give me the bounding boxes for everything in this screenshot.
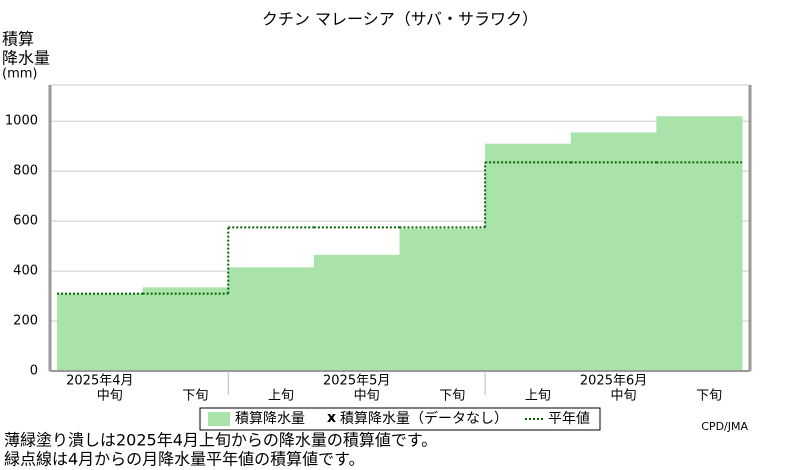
legend-label: 積算降水量	[235, 411, 305, 427]
legend-swatch	[208, 412, 230, 426]
month-label: 2025年5月	[323, 374, 390, 389]
x-tick-label: 上旬	[525, 389, 551, 404]
area-step	[656, 116, 743, 371]
y-tick-label: 0	[30, 364, 38, 379]
note: 緑点線は4月からの月降水量平年値の積算値です。	[4, 450, 365, 469]
x-tick-label: 下旬	[696, 389, 722, 404]
legend-label: 積算降水量（データなし）	[340, 410, 508, 427]
y-label: 積算	[2, 30, 34, 49]
y-label: (mm)	[2, 67, 37, 82]
x-tick-label: 下旬	[182, 389, 208, 404]
area-step	[228, 267, 315, 371]
x-tick-label: 中旬	[354, 389, 380, 404]
note: 薄緑塗り潰しは2025年4月上旬からの降水量の積算値です。	[4, 431, 437, 450]
x-tick-label: 上旬	[268, 389, 294, 404]
x-tick-label: 中旬	[97, 389, 123, 404]
area-step	[399, 228, 486, 371]
month-label: 2025年6月	[580, 374, 647, 389]
y-tick-label: 600	[13, 214, 38, 229]
chart-title: クチン マレーシア（サバ・サラワク）	[262, 10, 538, 29]
area-step	[570, 132, 657, 371]
legend-label: 平年値	[548, 411, 590, 427]
y-tick-label: 1000	[5, 114, 38, 129]
y-tick-label: 400	[13, 264, 38, 279]
legend-box	[199, 407, 601, 431]
x-tick-label: 下旬	[439, 389, 465, 404]
y-tick-label: 800	[13, 164, 38, 179]
area-step	[57, 293, 144, 371]
legend-marker: x	[327, 410, 336, 426]
month-label: 2025年4月	[66, 374, 133, 389]
y-tick-label: 200	[13, 314, 38, 329]
area-step	[313, 254, 400, 371]
x-tick-label: 中旬	[611, 389, 637, 404]
area-step	[142, 287, 229, 371]
y-label: 降水量	[2, 49, 50, 68]
area-step	[485, 143, 572, 371]
credit: CPD/JMA	[701, 420, 748, 433]
